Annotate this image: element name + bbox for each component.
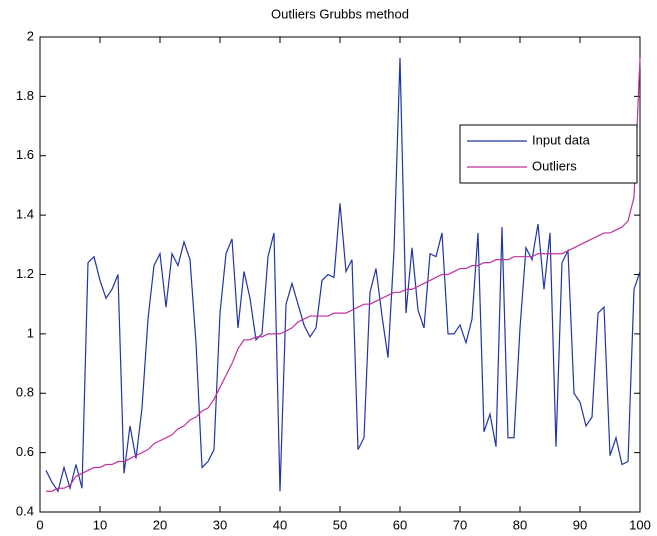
x-tick-label: 100 <box>629 517 651 532</box>
y-tick-label: 1.8 <box>16 88 34 103</box>
x-tick-label: 20 <box>153 517 167 532</box>
y-tick-label: 1.6 <box>16 147 34 162</box>
x-tick-label: 50 <box>333 517 347 532</box>
y-tick-label: 2 <box>27 28 34 43</box>
x-tick-label: 90 <box>573 517 587 532</box>
x-tick-label: 70 <box>453 517 467 532</box>
x-tick-label: 60 <box>393 517 407 532</box>
x-tick-label: 80 <box>513 517 527 532</box>
y-tick-label: 1 <box>27 325 34 340</box>
data-line <box>45 57 641 493</box>
y-tick-label: 0.8 <box>16 385 34 400</box>
y-tick-label: 0.4 <box>16 503 34 518</box>
chart-title: Outliers Grubbs method <box>271 6 409 21</box>
y-tick-label: 0.6 <box>16 444 34 459</box>
data-line <box>46 57 641 492</box>
x-tick-label: 30 <box>213 517 227 532</box>
x-tick-label: 0 <box>36 517 43 532</box>
x-tick-label: 40 <box>273 517 287 532</box>
legend-label: Input data <box>532 132 591 147</box>
legend-label: Outliers <box>532 158 577 173</box>
plot-area <box>39 36 641 513</box>
y-tick-label: 1.4 <box>16 207 34 222</box>
x-tick-label: 10 <box>93 517 107 532</box>
y-tick-label: 1.2 <box>16 266 34 281</box>
legend-box <box>459 124 638 184</box>
